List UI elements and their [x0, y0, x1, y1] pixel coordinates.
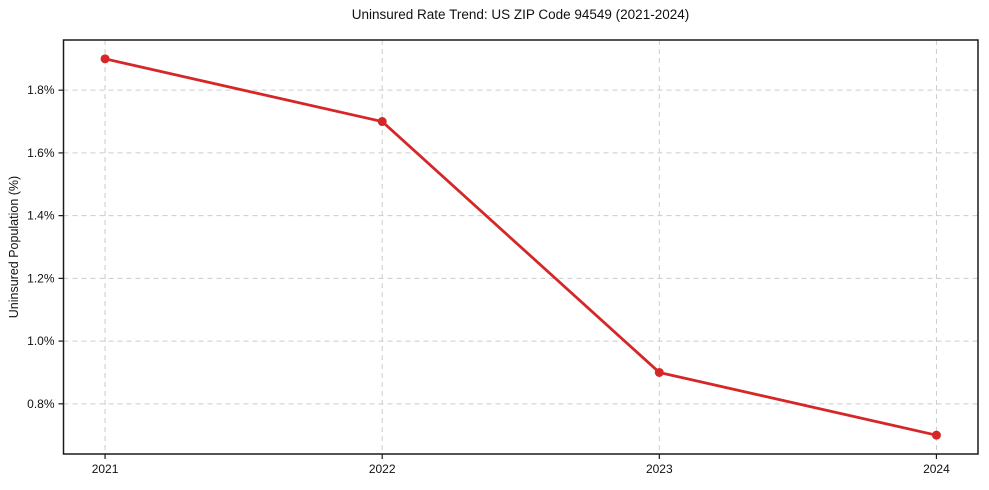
- x-tick-label: 2023: [646, 462, 673, 476]
- y-tick-label: 1.6%: [27, 146, 55, 160]
- y-tick-label: 1.0%: [27, 334, 55, 348]
- x-tick-label: 2022: [369, 462, 396, 476]
- data-point: [654, 367, 664, 377]
- chart-title: Uninsured Rate Trend: US ZIP Code 94549 …: [351, 7, 690, 22]
- y-tick-label: 1.8%: [27, 83, 55, 97]
- x-tick-label: 2024: [923, 462, 950, 476]
- trend-line: [103, 57, 938, 437]
- y-axis-label: Uninsured Population (%): [7, 175, 21, 319]
- data-point: [931, 430, 941, 440]
- y-tick-label: 1.4%: [27, 209, 55, 223]
- data-point: [100, 54, 110, 64]
- y-tick-label: 0.8%: [27, 397, 55, 411]
- x-tick-label: 2021: [92, 462, 119, 476]
- plot-border: [62, 39, 979, 455]
- y-tick-label: 1.2%: [27, 271, 55, 285]
- data-point: [377, 117, 387, 127]
